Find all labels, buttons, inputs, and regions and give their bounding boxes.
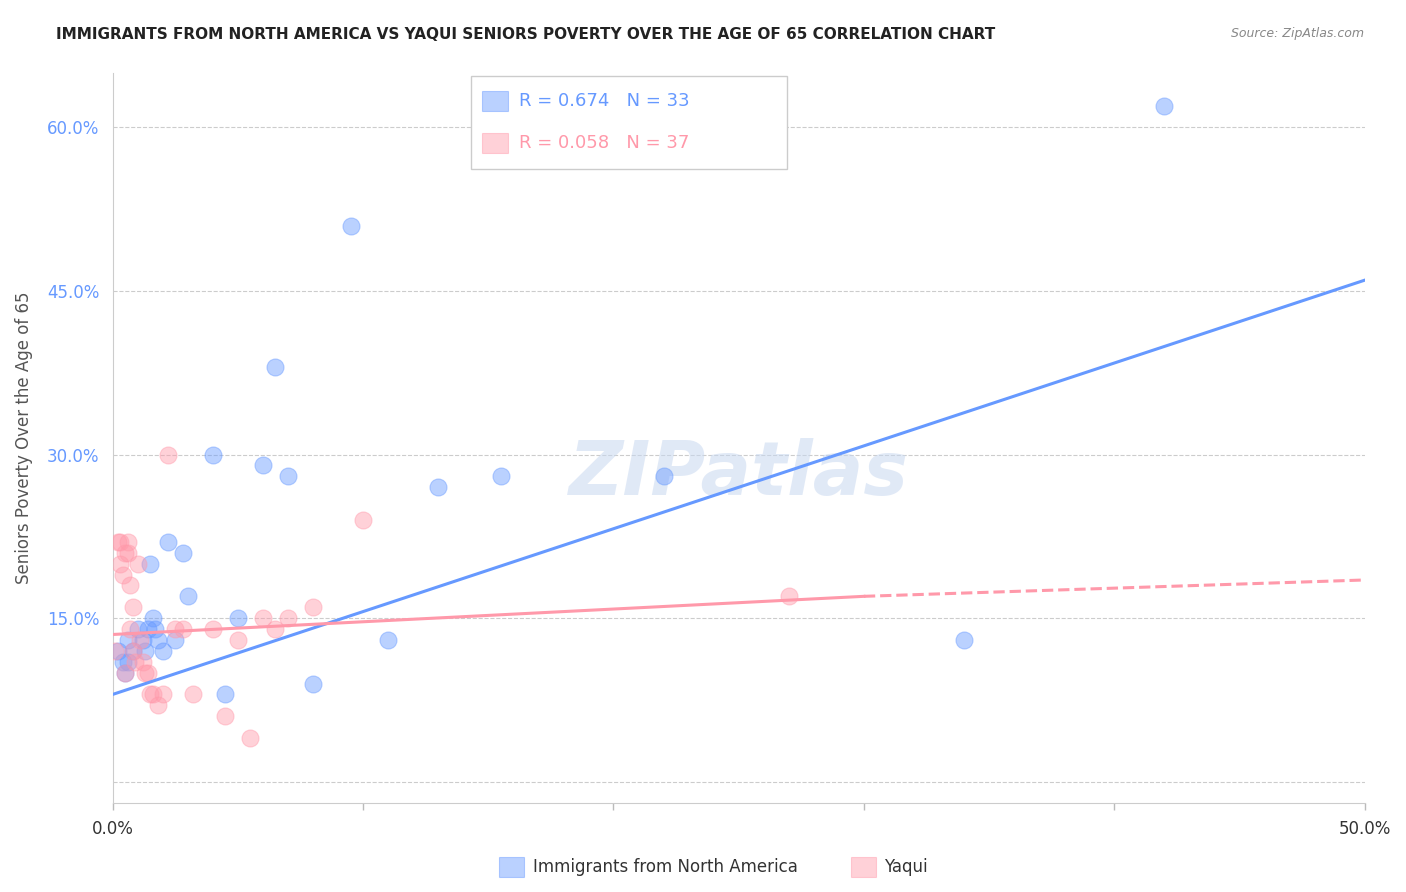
Text: 0.0%: 0.0% bbox=[91, 820, 134, 838]
Point bbox=[107, 534, 129, 549]
Point bbox=[117, 534, 139, 549]
Point bbox=[146, 632, 169, 647]
Point bbox=[172, 622, 194, 636]
Point bbox=[136, 665, 159, 680]
Point bbox=[142, 611, 165, 625]
Point bbox=[120, 578, 142, 592]
Text: IMMIGRANTS FROM NORTH AMERICA VS YAQUI SENIORS POVERTY OVER THE AGE OF 65 CORREL: IMMIGRANTS FROM NORTH AMERICA VS YAQUI S… bbox=[56, 27, 995, 42]
Point bbox=[121, 600, 143, 615]
Point bbox=[120, 622, 142, 636]
Point bbox=[239, 731, 262, 745]
Point bbox=[152, 688, 174, 702]
Point bbox=[489, 469, 512, 483]
Point bbox=[252, 458, 274, 473]
Point bbox=[121, 644, 143, 658]
Point bbox=[117, 655, 139, 669]
Text: 50.0%: 50.0% bbox=[1339, 820, 1391, 838]
Point bbox=[165, 622, 187, 636]
Point bbox=[104, 644, 127, 658]
Point bbox=[131, 655, 153, 669]
Point bbox=[121, 644, 143, 658]
Point bbox=[201, 622, 224, 636]
Point bbox=[107, 644, 129, 658]
Point bbox=[134, 665, 156, 680]
Text: R = 0.674   N = 33: R = 0.674 N = 33 bbox=[519, 92, 689, 110]
Point bbox=[117, 632, 139, 647]
Point bbox=[111, 655, 134, 669]
Point bbox=[114, 665, 136, 680]
Point bbox=[226, 632, 249, 647]
Point bbox=[264, 622, 287, 636]
Point bbox=[264, 360, 287, 375]
Point bbox=[201, 448, 224, 462]
Point bbox=[277, 469, 299, 483]
Text: Source: ZipAtlas.com: Source: ZipAtlas.com bbox=[1230, 27, 1364, 40]
Text: ZIPatlas: ZIPatlas bbox=[568, 438, 908, 511]
Point bbox=[136, 622, 159, 636]
Point bbox=[117, 546, 139, 560]
Point bbox=[146, 698, 169, 713]
Point bbox=[778, 590, 800, 604]
Point bbox=[108, 534, 131, 549]
Point bbox=[129, 632, 152, 647]
Point bbox=[252, 611, 274, 625]
Point bbox=[131, 632, 153, 647]
Point bbox=[142, 688, 165, 702]
Point bbox=[172, 546, 194, 560]
Point bbox=[139, 557, 162, 571]
Point bbox=[111, 567, 134, 582]
Point bbox=[1153, 98, 1175, 112]
Point bbox=[124, 655, 146, 669]
Point bbox=[177, 590, 200, 604]
Point bbox=[165, 632, 187, 647]
Point bbox=[377, 632, 399, 647]
Point bbox=[214, 688, 236, 702]
Point bbox=[214, 709, 236, 723]
Point bbox=[114, 546, 136, 560]
Point bbox=[652, 469, 675, 483]
Point bbox=[302, 600, 325, 615]
Text: R = 0.058   N = 37: R = 0.058 N = 37 bbox=[519, 134, 689, 152]
Point bbox=[277, 611, 299, 625]
Point bbox=[226, 611, 249, 625]
Point bbox=[152, 644, 174, 658]
Text: Immigrants from North America: Immigrants from North America bbox=[533, 858, 797, 876]
Point bbox=[953, 632, 976, 647]
Text: Yaqui: Yaqui bbox=[884, 858, 928, 876]
Point bbox=[427, 480, 450, 494]
Point bbox=[108, 557, 131, 571]
Point bbox=[134, 644, 156, 658]
Point bbox=[143, 622, 166, 636]
Point bbox=[302, 676, 325, 690]
Point bbox=[139, 688, 162, 702]
Point bbox=[156, 534, 179, 549]
Point bbox=[339, 219, 361, 233]
Point bbox=[127, 622, 149, 636]
Point bbox=[127, 557, 149, 571]
Point bbox=[114, 665, 136, 680]
Point bbox=[181, 688, 204, 702]
Point bbox=[156, 448, 179, 462]
Point bbox=[352, 513, 374, 527]
Y-axis label: Seniors Poverty Over the Age of 65: Seniors Poverty Over the Age of 65 bbox=[15, 292, 32, 584]
